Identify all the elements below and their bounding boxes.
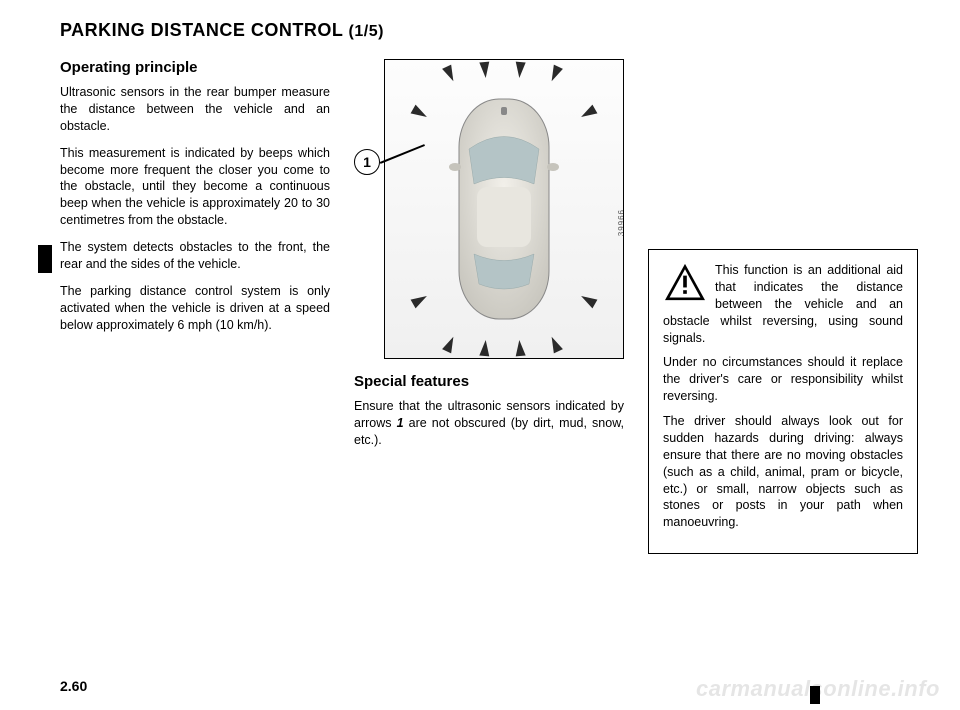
warning-para-2: Under no circumstances should it replace… xyxy=(663,354,903,405)
sensor-arrow-icon xyxy=(442,335,458,354)
warning-box: This function is an addi­tional aid that… xyxy=(648,249,918,554)
callout-1-circle: 1 xyxy=(354,149,380,175)
op-para-2: This measurement is indicated by beeps w… xyxy=(60,145,330,229)
page-number: 2.60 xyxy=(60,678,87,694)
columns: Operating principle Ultrasonic sensors i… xyxy=(60,59,930,554)
column-right: This function is an addi­tional aid that… xyxy=(648,59,918,554)
section-tab xyxy=(38,245,52,273)
sensor-arrow-icon xyxy=(579,292,598,309)
op-para-1: Ultrasonic sensors in the rear bumper me… xyxy=(60,84,330,135)
warning-triangle-icon xyxy=(663,262,707,302)
sensor-arrow-icon xyxy=(514,340,525,357)
sensor-arrow-icon xyxy=(547,335,563,354)
sensor-arrow-icon xyxy=(479,340,490,357)
sensor-arrow-icon xyxy=(514,62,525,79)
warning-head: This function is an addi­tional aid that… xyxy=(663,262,903,346)
sensor-arrow-icon xyxy=(479,62,490,79)
title-main: PARKING DISTANCE CONTROL xyxy=(60,20,343,40)
op-para-4: The parking distance control system is o… xyxy=(60,283,330,334)
column-left: Operating principle Ultrasonic sensors i… xyxy=(60,59,330,554)
sensor-arrow-icon xyxy=(411,105,430,122)
title-part: (1/5) xyxy=(349,23,384,40)
watermark: carmanualsonline.info xyxy=(696,676,940,702)
operating-principle-heading: Operating principle xyxy=(60,59,330,76)
car-illustration xyxy=(439,89,569,329)
sensor-arrow-icon xyxy=(547,65,563,84)
sensor-arrow-icon xyxy=(411,292,430,309)
op-para-3: The system detects obstacles to the fron… xyxy=(60,239,330,273)
sensor-arrow-icon xyxy=(442,65,458,84)
figure: 1 39966 xyxy=(354,59,624,359)
page-content: PARKING DISTANCE CONTROL (1/5) Operating… xyxy=(60,20,930,680)
callout-1-label: 1 xyxy=(363,154,371,170)
figure-frame: 39966 xyxy=(384,59,624,359)
figure-number: 39966 xyxy=(617,209,625,236)
column-middle: 1 39966 xyxy=(354,59,624,554)
special-features-heading: Special features xyxy=(354,373,624,390)
sensor-arrow-icon xyxy=(579,105,598,122)
sf-ref-1: 1 xyxy=(397,416,404,430)
page-title: PARKING DISTANCE CONTROL (1/5) xyxy=(60,20,930,41)
warning-para-3: The driver should always look out for su… xyxy=(663,413,903,531)
sf-para-1: Ensure that the ultrasonic sensors indi­… xyxy=(354,398,624,449)
